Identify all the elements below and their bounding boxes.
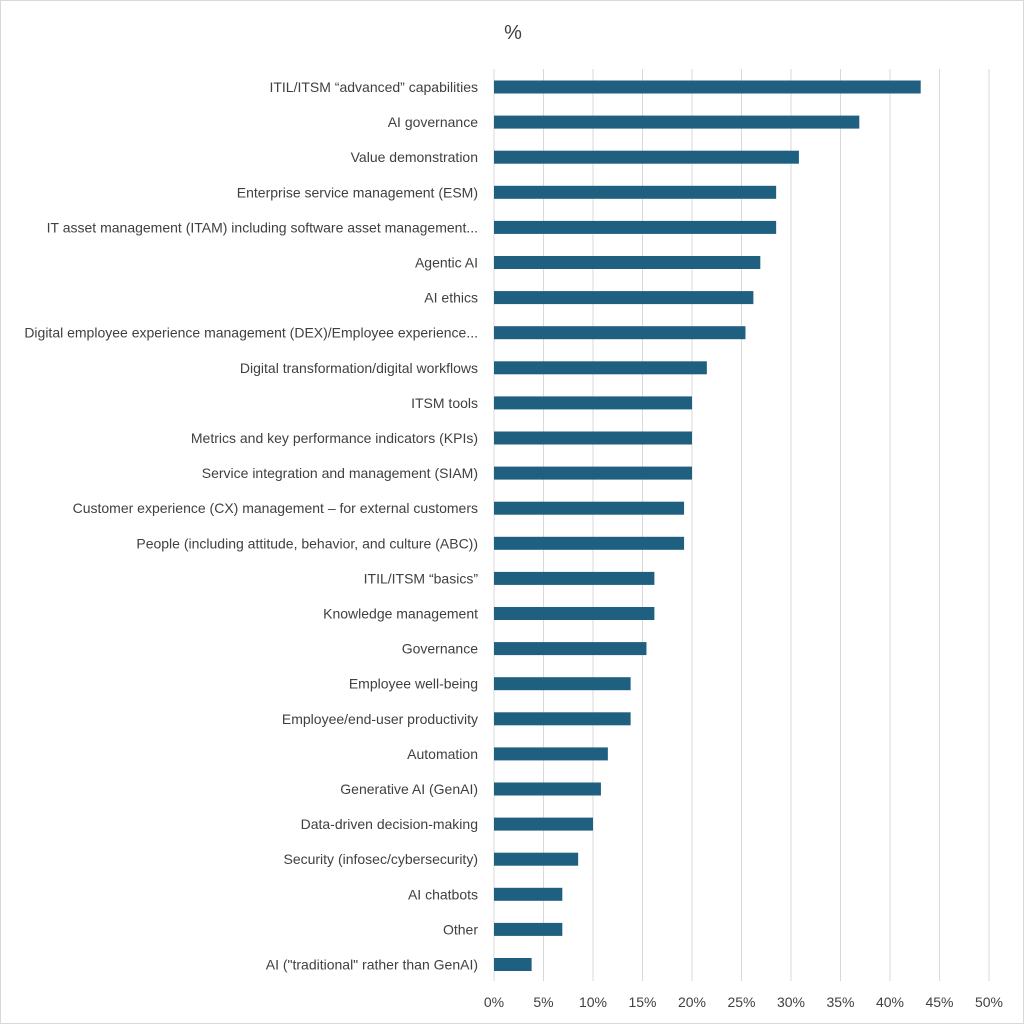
category-labels: ITIL/ITSM “advanced” capabilities AI gove… — [24, 79, 478, 973]
category-label: Data-driven decision-making — [301, 816, 478, 832]
bar — [494, 396, 692, 410]
chart-title: % — [504, 22, 522, 44]
category-label: Enterprise service management (ESM) — [237, 184, 478, 200]
bar — [494, 712, 631, 726]
category-label: Employee well-being — [349, 676, 478, 692]
category-label: Digital transformation/digital workflows — [240, 360, 478, 376]
bar — [494, 466, 692, 480]
bar — [494, 922, 563, 936]
bar — [494, 852, 579, 866]
category-label: AI ethics — [424, 290, 478, 306]
category-label: Metrics and key performance indicators (… — [191, 430, 478, 446]
category-label: ITIL/ITSM “advanced” capabilities — [269, 79, 478, 95]
bar — [494, 747, 608, 761]
bar — [494, 256, 761, 269]
bars — [494, 80, 921, 971]
category-label: Agentic AI — [415, 255, 478, 271]
category-label: Service integration and management (SIAM… — [202, 465, 478, 481]
bar — [494, 326, 746, 340]
category-label: IT asset management (ITAM) including sof… — [47, 219, 478, 235]
x-tick-label: 50% — [975, 994, 1003, 1010]
category-label: ITSM tools — [411, 395, 478, 411]
x-tick-label: 10% — [579, 994, 607, 1010]
x-tick-label: 30% — [777, 994, 805, 1010]
category-label: Security (infosec/cybersecurity) — [283, 851, 478, 867]
bar — [494, 185, 777, 199]
x-tick-label: 5% — [533, 994, 553, 1010]
bar — [494, 642, 647, 656]
x-axis-tick-labels: 0% 5% 10% 15% 20% 25% 30% 35% 40% 45% 50% — [484, 994, 1003, 1010]
category-label: Customer experience (CX) management – fo… — [73, 500, 478, 516]
bar — [494, 115, 860, 129]
category-label: Knowledge management — [323, 606, 478, 622]
category-label: Digital employee experience management (… — [24, 325, 478, 341]
x-tick-label: 45% — [925, 994, 953, 1010]
category-label: Value demonstration — [351, 149, 478, 165]
bar — [494, 150, 799, 164]
gridlines — [493, 69, 990, 981]
category-label: ITIL/ITSM “basics” — [364, 570, 479, 586]
x-tick-label: 20% — [678, 994, 706, 1010]
category-label: AI governance — [388, 114, 478, 130]
category-label: Automation — [407, 746, 478, 762]
category-label: AI ("traditional" rather than GenAI) — [266, 957, 478, 973]
x-tick-label: 25% — [727, 994, 755, 1010]
x-tick-label: 35% — [826, 994, 854, 1010]
x-tick-label: 40% — [876, 994, 904, 1010]
x-tick-label: 15% — [628, 994, 656, 1010]
bar — [494, 607, 655, 620]
bar — [494, 677, 631, 691]
bar — [494, 80, 921, 94]
x-tick-label: 0% — [484, 994, 504, 1010]
bar — [494, 536, 685, 550]
category-label: Employee/end-user productivity — [282, 711, 478, 727]
bar — [494, 501, 685, 515]
bar — [494, 817, 593, 831]
category-label: People (including attitude, behavior, an… — [136, 535, 478, 551]
bar — [494, 431, 692, 445]
bar — [494, 361, 707, 375]
bar — [494, 887, 563, 901]
bar — [494, 220, 777, 234]
bar — [494, 782, 601, 796]
category-label: AI chatbots — [408, 886, 478, 902]
bar — [494, 571, 655, 585]
category-label: Other — [443, 921, 478, 937]
category-label: Governance — [402, 641, 478, 657]
bar — [494, 958, 532, 971]
bar — [494, 291, 754, 305]
category-label: Generative AI (GenAI) — [340, 781, 478, 797]
